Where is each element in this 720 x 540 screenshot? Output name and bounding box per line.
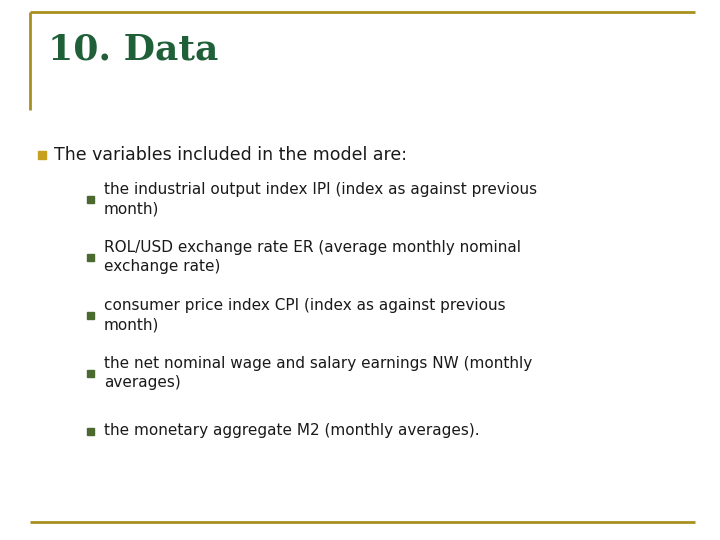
Text: the net nominal wage and salary earnings NW (monthly
averages): the net nominal wage and salary earnings… xyxy=(104,356,532,390)
Text: 10. Data: 10. Data xyxy=(48,33,218,67)
Bar xyxy=(38,151,46,159)
Bar xyxy=(86,312,94,319)
Text: The variables included in the model are:: The variables included in the model are: xyxy=(54,146,407,164)
Text: the industrial output index IPI (index as against previous
month): the industrial output index IPI (index a… xyxy=(104,182,537,216)
Text: consumer price index CPI (index as against previous
month): consumer price index CPI (index as again… xyxy=(104,298,505,332)
Bar xyxy=(86,428,94,435)
Bar xyxy=(86,195,94,202)
Text: the monetary aggregate M2 (monthly averages).: the monetary aggregate M2 (monthly avera… xyxy=(104,423,480,438)
Bar xyxy=(86,253,94,260)
Text: ROL/USD exchange rate ER (average monthly nominal
exchange rate): ROL/USD exchange rate ER (average monthl… xyxy=(104,240,521,274)
Bar xyxy=(86,369,94,376)
